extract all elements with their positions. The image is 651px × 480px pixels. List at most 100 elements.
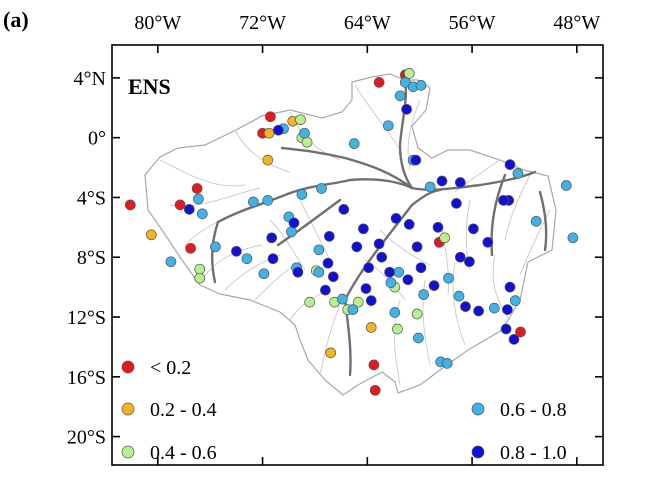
station-marker [337, 293, 348, 305]
station-marker [313, 266, 325, 278]
station-marker [267, 253, 279, 265]
station-marker [296, 189, 308, 200]
lon-tick-label: 80°W [134, 12, 181, 34]
lat-tick-label: 8°S [77, 247, 106, 269]
latitude-tick-labels: 4°N 0° 4°S 8°S 12°S 16°S 20°S [67, 68, 106, 449]
station-marker [323, 230, 335, 242]
station-marker [194, 263, 206, 275]
station-marker [392, 323, 403, 335]
legend: < 0.2 0.2 - 0.4 0.4 - 0.6 0.6 - 0.8 0.8 - 1.… [121, 357, 567, 464]
station-marker [286, 226, 297, 238]
station-marker [424, 181, 436, 193]
station-marker [413, 332, 424, 344]
station-marker [504, 281, 516, 293]
station-marker [390, 213, 402, 224]
station-marker [185, 242, 196, 254]
station-marker [194, 272, 206, 284]
lat-tick-label: 12°S [67, 307, 106, 329]
lat-tick-label: 0° [88, 128, 106, 150]
station-marker [473, 305, 484, 317]
station-marker [365, 295, 377, 306]
station-marker [365, 322, 377, 333]
station-marker [338, 204, 350, 215]
legend-marker [471, 402, 485, 416]
station-marker [428, 280, 440, 291]
station-marker [265, 111, 276, 123]
station-marker [347, 304, 359, 315]
station-marker [124, 199, 136, 211]
station-marker [384, 266, 395, 278]
station-marker [393, 266, 405, 278]
station-marker [385, 277, 397, 289]
station-marker [376, 251, 388, 263]
station-marker [320, 284, 331, 296]
station-marker [512, 168, 524, 179]
station-marker [373, 238, 385, 250]
station-marker [258, 268, 270, 280]
station-marker [316, 183, 327, 194]
station-marker [432, 221, 444, 233]
metric-label: ENS [128, 74, 171, 99]
station-marker [231, 245, 242, 257]
station-marker [352, 296, 364, 308]
longitude-tick-labels: 80°W 72°W 64°W 56°W 48°W [134, 12, 600, 34]
station-marker [263, 127, 275, 139]
station-marker [313, 244, 325, 256]
station-marker [327, 271, 339, 283]
station-marker [488, 302, 500, 314]
station-marker [560, 180, 572, 191]
station-marker [411, 308, 423, 320]
tick-marks [112, 45, 603, 465]
station-marker [363, 262, 374, 274]
station-marker [403, 68, 415, 79]
station-marker [301, 136, 313, 148]
station-marker [174, 199, 186, 211]
legend-label: 0.8 - 1.0 [500, 442, 567, 464]
lat-tick-label: 4°N [74, 68, 106, 90]
station-marker [351, 241, 363, 253]
station-marker [196, 208, 208, 220]
lat-tick-label: 4°S [77, 187, 106, 209]
panel-label: (a) [3, 7, 29, 32]
station-marker [439, 232, 450, 244]
lon-tick-label: 48°W [553, 12, 600, 34]
station-marker [389, 307, 401, 318]
station-marker [373, 77, 385, 88]
station-marker [454, 177, 466, 188]
station-marker [183, 204, 195, 215]
legend-label: 0.4 - 0.6 [150, 442, 217, 464]
station-marker [360, 283, 372, 294]
station-marker [266, 232, 278, 244]
station-marker [382, 120, 394, 132]
station-marker [299, 127, 310, 139]
station-marker [241, 253, 253, 265]
station-marker [504, 159, 516, 170]
station-marker [410, 154, 422, 166]
station-marker [272, 124, 284, 136]
station-marker [530, 216, 542, 227]
station-marker [443, 272, 454, 284]
station-marker [288, 217, 300, 229]
station-marker [567, 232, 579, 244]
map-frame [111, 44, 604, 466]
station-marker [193, 193, 204, 205]
legend-marker [121, 445, 135, 459]
station-marker [454, 251, 466, 263]
station-marker [322, 257, 334, 269]
station-marker [498, 195, 509, 206]
station-marker [418, 289, 429, 300]
station-marker [415, 80, 427, 91]
station-marker [482, 236, 494, 248]
lon-tick-label: 64°W [344, 12, 391, 34]
station-marker [368, 359, 380, 371]
station-marker [515, 326, 526, 338]
station-marker [436, 175, 448, 187]
station-marker [369, 384, 381, 396]
legend-marker [121, 402, 135, 416]
station-marker [502, 304, 513, 315]
station-marker [401, 103, 412, 115]
station-marker [262, 154, 274, 166]
station-marker [441, 358, 453, 369]
lon-tick-label: 72°W [239, 12, 286, 34]
